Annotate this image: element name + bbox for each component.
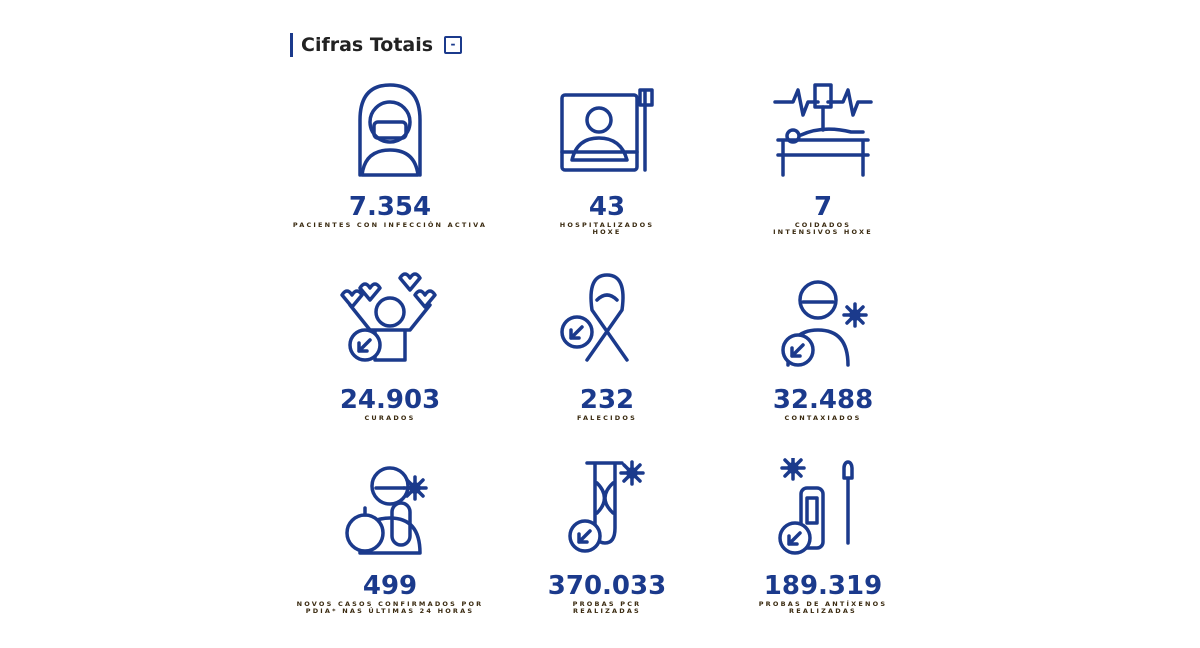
stat-value: 189.319 <box>763 571 883 601</box>
stat-icon <box>340 272 437 362</box>
stat-card: 7 COIDADOS INTENSIVOS HOXE <box>715 192 931 236</box>
stat-label: PACIENTES CON INFECCIÓN ACTIVA <box>292 221 488 229</box>
stat-icon <box>568 460 645 553</box>
stat-icon <box>345 466 428 555</box>
stat-card: 43 HOSPITALIZADOS HOXE <box>499 192 715 236</box>
section-title: Cifras Totais <box>290 33 433 57</box>
stat-label: REALIZADAS <box>573 607 641 615</box>
stat-card: 7.354 PACIENTES CON INFECCIÓN ACTIVA <box>282 192 498 229</box>
stat-label: INTENSIVOS HOXE <box>773 228 873 236</box>
stat-label: PROBAS DE ANTÍXENOS <box>758 600 888 608</box>
stat-icon <box>781 280 868 367</box>
stat-value: 499 <box>362 571 418 601</box>
stat-card: 32.488 CONTAXIADOS <box>715 385 931 422</box>
stat-card: 232 FALECIDOS <box>499 385 715 422</box>
stat-label: CONTAXIADOS <box>784 414 862 422</box>
stat-icon <box>560 273 629 362</box>
stat-value: 7.354 <box>348 192 432 222</box>
stat-value: 24.903 <box>339 385 441 415</box>
stat-label: NOVOS CASOS CONFIRMADOS POR <box>296 600 484 608</box>
stat-label: CURADOS <box>364 414 416 422</box>
stat-label: PROBAS PCR <box>572 600 642 608</box>
stat-value: 370.033 <box>547 571 667 601</box>
stat-label: HOXE <box>592 228 622 236</box>
stat-icon <box>773 83 873 177</box>
stat-card: 499 NOVOS CASOS CONFIRMADOS POR PDIA* NAS … <box>282 571 498 615</box>
stat-value: 43 <box>588 192 626 222</box>
stat-value: 7 <box>813 192 833 222</box>
stat-label: HOSPITALIZADOS <box>559 221 655 229</box>
stat-icon <box>778 458 854 555</box>
stat-card: 189.319 PROBAS DE ANTÍXENOS REALIZADAS <box>715 571 931 615</box>
stat-label: PDIA* NAS ÚLTIMAS 24 HORAS <box>305 607 475 615</box>
stat-label: FALECIDOS <box>577 414 637 422</box>
stat-icon <box>358 83 422 177</box>
stat-value: 232 <box>579 385 635 415</box>
stat-label: REALIZADAS <box>789 607 857 615</box>
stat-icon <box>560 88 654 172</box>
stat-card: 370.033 PROBAS PCR REALIZADAS <box>499 571 715 615</box>
stat-card: 24.903 CURADOS <box>282 385 498 422</box>
stat-label: COIDADOS <box>794 221 852 229</box>
stat-value: 32.488 <box>772 385 874 415</box>
collapse-toggle[interactable]: - <box>444 36 462 54</box>
